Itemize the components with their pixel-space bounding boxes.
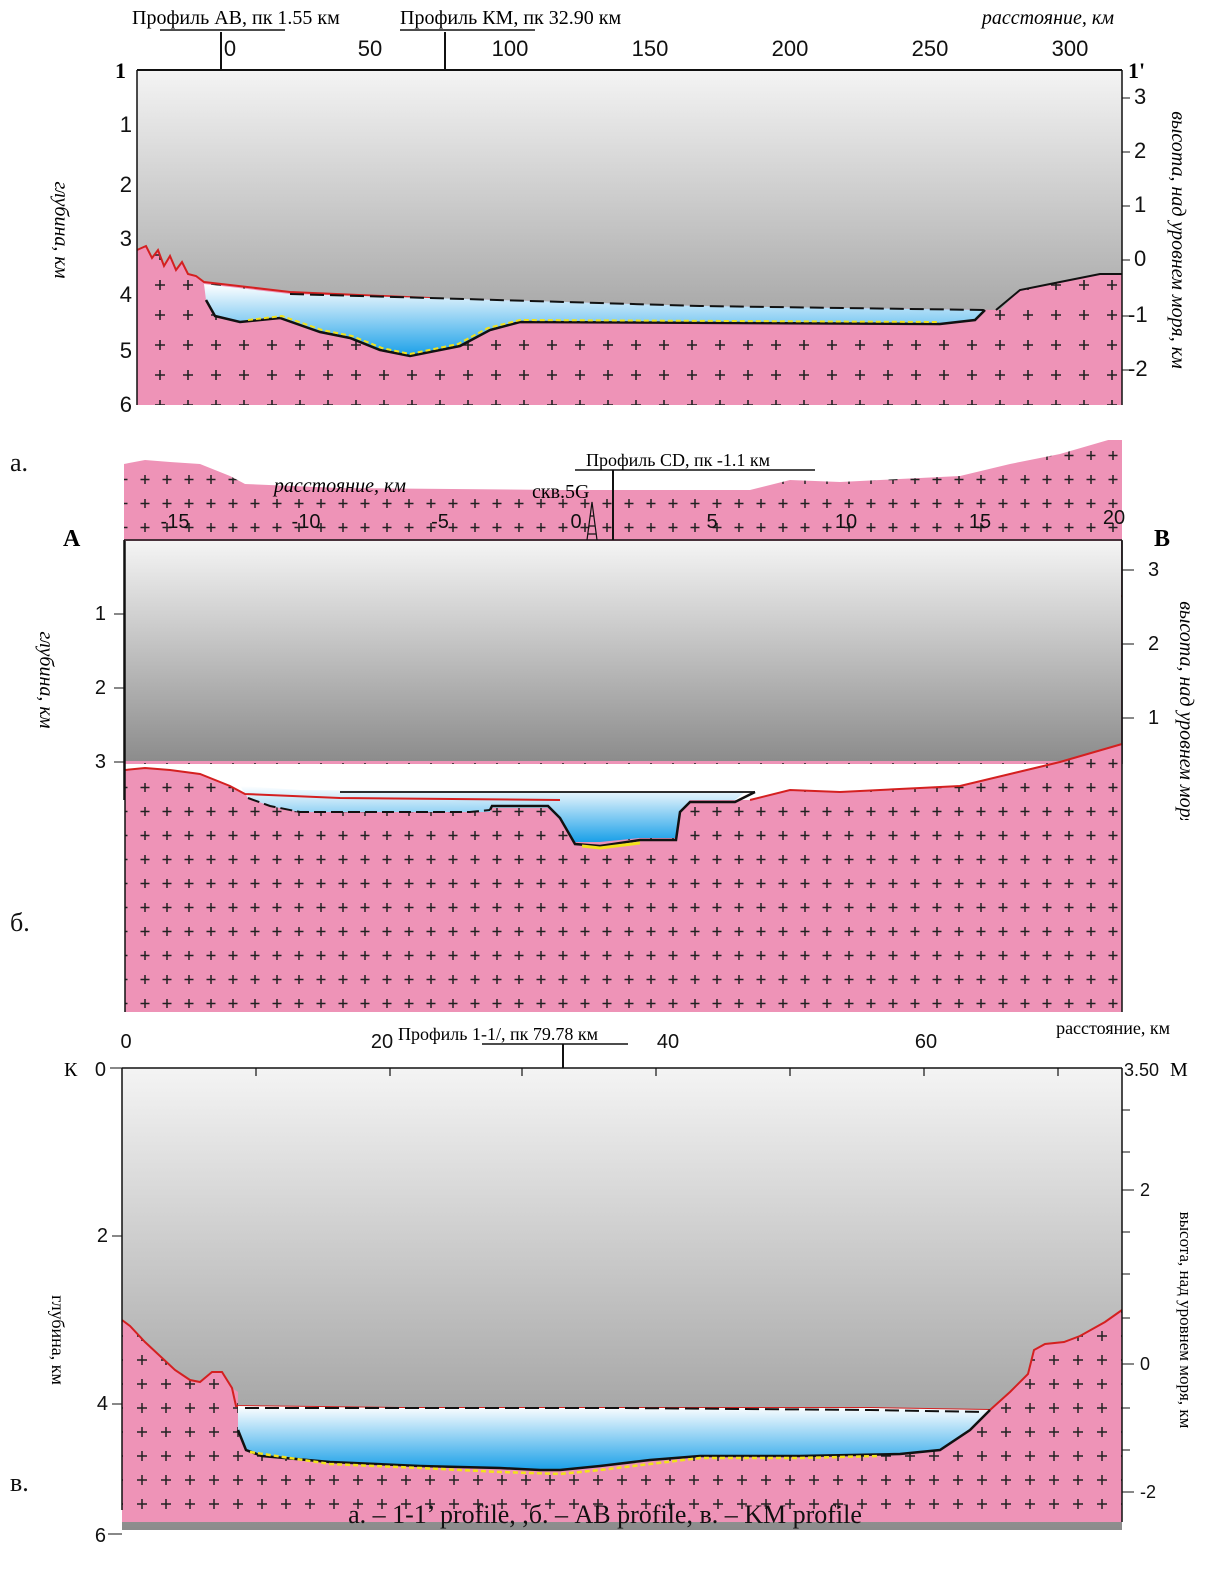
y-tick-label: 2	[1148, 633, 1159, 655]
y-right-axis-title: высота, над уровнем моря, км	[1176, 1212, 1195, 1429]
x-tick-label: 20	[1103, 507, 1125, 529]
x-tick-label: -5	[431, 511, 449, 533]
y-tick-label: 2	[95, 677, 106, 699]
y-tick-label: 0	[1134, 246, 1146, 271]
x-tick-marks-c	[255, 1068, 1059, 1076]
x-tick-label: 300	[1052, 36, 1089, 61]
well-derrick-icon	[586, 501, 598, 541]
x-tick-label: 10	[835, 511, 857, 533]
y-left-axis-title: глубина, км	[35, 632, 57, 729]
x-tick-label: 0	[120, 1031, 131, 1053]
y-right-ticks-c: 3.50 2 0 -2	[1122, 1060, 1159, 1502]
y-tick-label: -2	[1140, 1482, 1156, 1502]
figure-caption: а. – 1-1’ profile, ,б. – AB profile, в. …	[348, 1500, 862, 1529]
x-axis-title: расстояние, км	[272, 475, 406, 497]
y-tick-label: 6	[95, 1525, 106, 1547]
profile-end-right: 1'	[1128, 58, 1145, 83]
well-label: скв.5G	[532, 481, 589, 503]
y-tick-label: 1	[1134, 192, 1146, 217]
y-left-ticks-c: 0 2 4 6	[95, 1059, 122, 1547]
x-tick-label: 20	[371, 1031, 393, 1053]
y-tick-label: 2	[97, 1225, 108, 1247]
panel-c-profile: 0 20 40 60 расстояние, км Профиль 1-1/, …	[48, 1018, 1195, 1547]
panel-letter-a: а.	[10, 448, 29, 477]
y-tick-label: 2	[1140, 1180, 1150, 1200]
intersection-ab-label: Профиль АВ, пк 1.55 км	[132, 7, 340, 29]
x-tick-label: 40	[657, 1031, 679, 1053]
x-tick-label: 5	[706, 511, 717, 533]
profile-end-right: В	[1154, 526, 1170, 552]
y-tick-label: 3	[95, 751, 106, 773]
x-tick-label: 100	[492, 36, 529, 61]
y-right-ticks-b: 3 2 1	[1122, 559, 1159, 729]
y-tick-label: 4	[97, 1393, 108, 1415]
y-left-axis-title: глубина, км	[50, 182, 72, 279]
y-tick-label: 3	[1134, 84, 1146, 109]
x-tick-label: 50	[358, 36, 382, 61]
basin-bottom-line	[204, 299, 986, 358]
x-tick-label: -10	[292, 511, 321, 533]
profile-end-left: А	[63, 526, 81, 552]
basin-top-line	[245, 1407, 986, 1413]
y-tick-label: 6	[120, 392, 132, 417]
y-left-axis-title: глубина, км	[48, 1295, 68, 1385]
y-tick-label: 3	[120, 226, 132, 251]
y-tick-label: 1	[1148, 707, 1159, 729]
x-tick-label: 60	[915, 1031, 937, 1053]
y-right-ticks-a: 3 2 1 0 -1 -2	[1122, 84, 1148, 381]
y-left-ticks-b: 1 2 3	[95, 603, 124, 773]
sediment-yellow-line	[249, 1450, 881, 1476]
x-ticks-c: 0 20 40 60	[120, 1031, 937, 1053]
y-tick-label: 5	[120, 338, 132, 363]
x-tick-label: 0	[570, 511, 581, 533]
panel-b-basement	[0, 440, 1210, 800]
y-tick-label: 1	[95, 603, 106, 625]
basement-edge-right	[995, 273, 1122, 311]
sediment-basin	[238, 1406, 990, 1470]
y-right-axis-title: высота, над уровнем моря, км	[1167, 111, 1189, 369]
y-tick-label: 1	[120, 112, 132, 137]
x-axis-title: расстояние, км	[1056, 1018, 1170, 1038]
intersection-cd-label: Профиль CD, пк -1.1 км	[586, 450, 770, 470]
x-ticks-b: -15 -10 -5 0 5 10 15 20	[161, 507, 1126, 533]
intersection-km-label: Профиль КМ, пк 32.90 км	[400, 7, 621, 29]
y-tick-label: 3	[1148, 559, 1159, 581]
x-tick-label: 15	[969, 511, 991, 533]
profile-end-left: К	[64, 1059, 78, 1081]
sediment-basin	[204, 284, 985, 356]
y-tick-label: -2	[1128, 356, 1148, 381]
y-tick-label: -1	[1128, 302, 1148, 327]
sediment-yellow-line-b	[581, 841, 641, 850]
y-left-ticks-a: 1 2 3 4 5 6	[120, 112, 132, 417]
x-axis-title: расстояние, км	[980, 7, 1114, 29]
y-right-axis-title: высота, над уровнем моря, км	[1175, 601, 1197, 820]
panel-a-profile: 0 50 100 150 200 250 300 расстояние, км …	[50, 7, 1189, 417]
y-tick-label: 2	[120, 172, 132, 197]
basement-block	[137, 246, 1122, 405]
x-tick-label: 150	[632, 36, 669, 61]
y-tick-label: 3.50	[1124, 1060, 1159, 1080]
x-tick-label: 250	[912, 36, 949, 61]
profile-end-left: 1	[115, 58, 126, 83]
basin-top-line	[289, 293, 986, 311]
panel-letter-c: в.	[10, 1468, 29, 1497]
x-tick-label: 200	[772, 36, 809, 61]
x-tick-label: -15	[161, 511, 190, 533]
x-ticks-a: 0 50 100 150 200 250 300	[224, 36, 1088, 61]
panel-letter-b: б.	[10, 908, 30, 937]
sediment-yellow-line	[247, 314, 941, 356]
profile-end-right: М	[1170, 1059, 1188, 1081]
basin-bottom-line	[236, 1409, 991, 1472]
y-tick-label: 0	[95, 1059, 106, 1081]
basement-edge	[136, 244, 431, 299]
y-tick-label: 4	[120, 282, 132, 307]
y-tick-label: 0	[1140, 1354, 1150, 1374]
intersection-11-label: Профиль 1-1/, пк 79.78 км	[398, 1024, 598, 1044]
x-tick-label: 0	[224, 36, 236, 61]
y-tick-label: 2	[1134, 138, 1146, 163]
